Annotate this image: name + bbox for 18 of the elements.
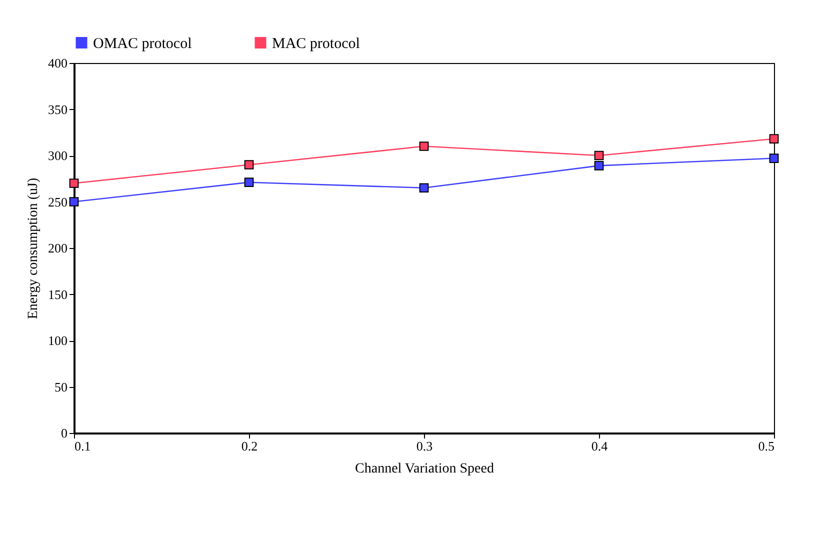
x-tick-label: 0.2 <box>241 438 258 454</box>
y-tick-label: 150 <box>48 286 68 302</box>
x-tick-label: 0.1 <box>74 438 91 454</box>
y-tick-label: 300 <box>48 148 68 163</box>
y-tick-label: 400 <box>48 56 68 70</box>
y-axis-title: Energy consumption (uJ) <box>26 178 41 320</box>
legend-label: MAC protocol <box>272 36 360 52</box>
x-axis-title: Channel Variation Speed <box>355 462 494 476</box>
y-tick-label: 0 <box>61 426 68 440</box>
y-tick-label: 350 <box>48 102 68 117</box>
legend-label: OMAC protocol <box>93 36 192 52</box>
x-tick-label: 0.3 <box>416 438 433 454</box>
y-tick-label: 200 <box>48 240 68 256</box>
y-tick-label: 250 <box>48 194 68 210</box>
x-tick-label: 0.4 <box>591 438 608 454</box>
y-tick-label: 50 <box>54 379 68 394</box>
y-tick-label: 100 <box>48 333 68 348</box>
x-tick-label: 0.5 <box>758 438 774 454</box>
